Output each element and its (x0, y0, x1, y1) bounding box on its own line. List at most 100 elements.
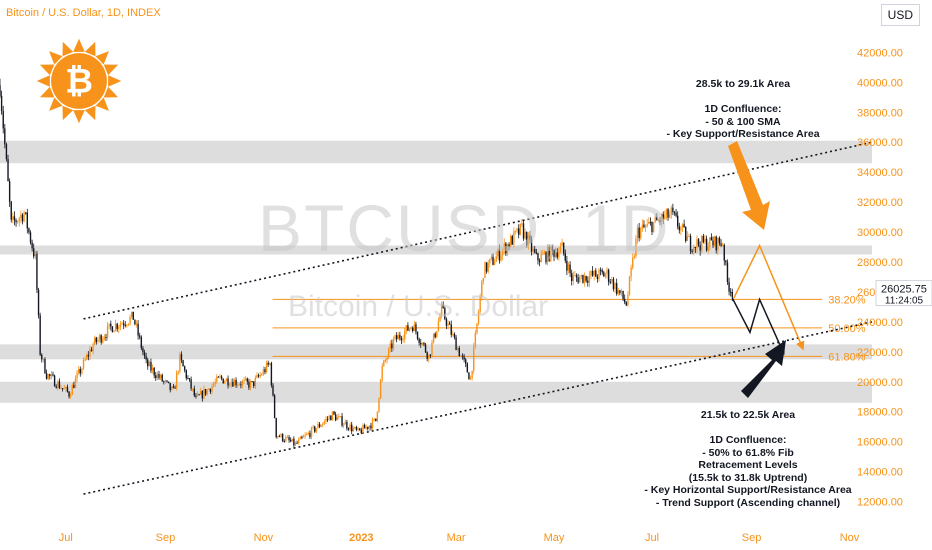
candle-body (678, 226, 680, 231)
candle-body (603, 272, 605, 277)
candle-body (58, 381, 61, 389)
candle-body (267, 362, 269, 365)
candle-body (238, 384, 240, 386)
candle-body (485, 262, 488, 272)
candle-body (190, 379, 192, 389)
price-tag-box (875, 280, 932, 307)
candle-body (318, 423, 321, 427)
candle-body (73, 384, 75, 388)
candle-body (39, 315, 41, 355)
candle-body (20, 214, 22, 219)
candle-body (386, 357, 388, 361)
candle-body (508, 244, 510, 248)
logo-ray (84, 105, 96, 121)
candle-body (444, 308, 446, 320)
candle-body (656, 216, 658, 221)
y-tick-label: 40000.00 (857, 77, 903, 89)
candle-body (456, 347, 459, 351)
candle-body (545, 252, 547, 263)
candle-body (225, 378, 228, 382)
candle-body (641, 224, 644, 229)
candle-body (622, 290, 624, 299)
candle-body (102, 338, 104, 343)
candle-body (720, 243, 722, 246)
candle-body (567, 264, 570, 271)
candle-body (450, 324, 452, 335)
candle-body (546, 247, 549, 263)
candle-body (28, 228, 30, 233)
candle-body (208, 388, 210, 390)
candle-body (2, 111, 4, 129)
candle-body (147, 359, 149, 367)
candle-body (16, 221, 19, 223)
candle-body (273, 395, 276, 418)
candle-body (367, 426, 369, 429)
candle-body (344, 421, 346, 425)
y-tick-label: 12000.00 (857, 497, 903, 509)
candle-body (90, 349, 93, 352)
candle-body (460, 355, 462, 357)
candle-body (86, 354, 88, 360)
candle-body (249, 381, 252, 388)
candle-body (350, 424, 353, 432)
candle-body (643, 224, 645, 228)
y-tick-label: 36000.00 (857, 137, 903, 149)
name-watermark: Bitcoin / U.S. Dollar (288, 290, 549, 323)
candle-body (709, 237, 711, 247)
candle-body (8, 181, 11, 202)
candle-body (13, 216, 16, 221)
candle-body (185, 370, 187, 379)
candle-body (77, 369, 80, 374)
candle-body (452, 333, 454, 335)
horizontal-zone (0, 140, 872, 164)
candle-body (314, 426, 316, 432)
y-tick-label: 38000.00 (857, 107, 903, 119)
candle-body (395, 335, 398, 340)
candle-body (553, 250, 555, 257)
candle-body (428, 354, 430, 359)
candle-body (108, 323, 110, 326)
candle-body (498, 249, 501, 261)
candle-body (183, 366, 186, 371)
candle-body (585, 275, 587, 281)
candle-body (500, 255, 502, 261)
candle-body (151, 367, 154, 371)
candle-body (135, 323, 138, 325)
logo-ray (73, 38, 85, 52)
candle-body (493, 261, 496, 265)
candle-body (121, 323, 123, 325)
candle-body (359, 428, 361, 431)
candle-body (707, 246, 709, 251)
candle-body (156, 374, 159, 379)
candle-body (659, 220, 661, 223)
candle-body (50, 374, 53, 377)
horizontal-zone (0, 245, 872, 255)
candle-body (76, 373, 78, 379)
candle-body (424, 344, 427, 353)
currency-selector[interactable]: USD (880, 4, 920, 26)
candle-body (45, 373, 48, 379)
candle-body (497, 249, 499, 257)
candle-body (614, 282, 616, 290)
candle-body (726, 262, 729, 283)
candle-body (363, 425, 366, 429)
candle-body (309, 433, 311, 438)
candle-body (330, 415, 332, 421)
candle-body (349, 424, 351, 430)
candle-body (293, 438, 295, 446)
candle-body (42, 358, 45, 360)
candle-body (203, 389, 205, 399)
candle-body (436, 331, 438, 338)
candle-body (627, 294, 629, 306)
y-tick-label: 34000.00 (857, 167, 903, 179)
candle-body (378, 398, 380, 412)
candle-body (140, 337, 143, 349)
x-tick-label: Jul (645, 532, 659, 544)
candle-body (132, 311, 134, 320)
candle-body (392, 338, 395, 349)
candle-body (529, 235, 531, 240)
candle-body (542, 253, 544, 255)
candle-body (74, 378, 77, 388)
candle-body (241, 381, 244, 386)
